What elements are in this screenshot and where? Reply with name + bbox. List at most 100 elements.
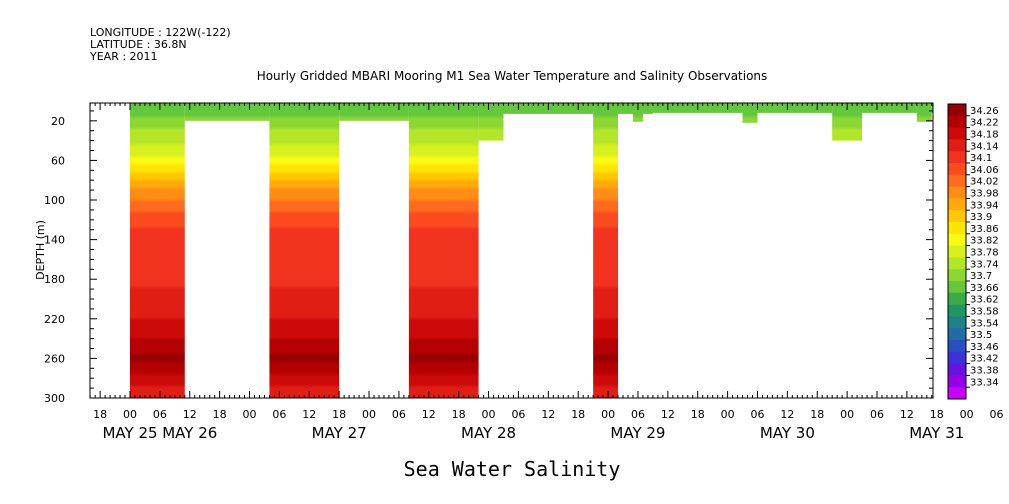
- x-tick-label: 00: [721, 408, 735, 421]
- x-tick-label: 18: [571, 408, 585, 421]
- x-tick-label: 00: [362, 408, 376, 421]
- colorbar-label: 33.86: [970, 224, 999, 235]
- chart-caption: Sea Water Salinity: [404, 457, 621, 481]
- y-tick-label: 140: [44, 234, 65, 247]
- colorbar-swatch: [948, 104, 966, 117]
- colorbar-swatch: [948, 328, 966, 341]
- x-tick-label: 18: [691, 408, 705, 421]
- colorbar-swatch: [948, 351, 966, 365]
- y-axis-label: DEPTH (m): [34, 220, 47, 280]
- colorbar-label: 33.38: [970, 366, 999, 377]
- data-segment: [269, 103, 340, 398]
- data-segment: [916, 103, 932, 122]
- x-tick-label: 18: [213, 408, 227, 421]
- colorbar-label: 33.78: [970, 248, 999, 259]
- x-tick-label: 12: [661, 408, 675, 421]
- colorbar-swatch: [948, 174, 966, 188]
- colorbar-swatch: [948, 210, 966, 223]
- data-segment: [408, 103, 479, 398]
- x-axis: 18 00 06 12 18 00 06 12 18 00 06 12 18 00 06 12 18 00 06 12…: [89, 103, 1004, 442]
- year-label: YEAR : 2011: [89, 50, 158, 63]
- colorbar-swatch: [948, 281, 966, 294]
- x-tick-label: 00: [960, 408, 974, 421]
- y-tick-label: 60: [51, 154, 65, 167]
- colorbar-label: 34.02: [970, 177, 999, 188]
- y-tick-label: 20: [51, 115, 65, 128]
- x-tick-label: 18: [452, 408, 466, 421]
- y-tick-label: 300: [44, 392, 65, 405]
- colorbar-label: 33.5: [970, 330, 992, 341]
- x-tick-label: 12: [183, 408, 197, 421]
- colorbar-swatch: [948, 186, 966, 199]
- colorbar-swatch: [948, 304, 966, 317]
- colorbar-label: 33.54: [970, 318, 999, 329]
- y-tick-label: 220: [44, 313, 65, 326]
- x-tick-label: 18: [930, 408, 944, 421]
- colorbar-label: 33.82: [970, 236, 999, 247]
- x-date-label: MAY 26: [162, 424, 217, 442]
- data-segment: [862, 103, 917, 113]
- x-tick-label: 18: [332, 408, 346, 421]
- x-tick-label: 06: [511, 408, 525, 421]
- data-segment: [618, 103, 633, 114]
- longitude-label: LONGITUDE : 122W(-122): [90, 26, 231, 39]
- data-segment: [593, 103, 619, 398]
- x-tick-label: 00: [243, 408, 257, 421]
- x-tick-label: 12: [900, 408, 914, 421]
- data-segment: [130, 103, 185, 398]
- colorbar-label: 33.94: [970, 200, 999, 211]
- colorbar-label: 33.42: [970, 354, 999, 365]
- colorbar-swatch: [948, 245, 966, 258]
- x-tick-label: 12: [780, 408, 794, 421]
- data-segment: [339, 103, 409, 121]
- colorbar-label: 33.34: [970, 377, 999, 388]
- x-date-label: MAY 31: [909, 424, 964, 442]
- data-segment: [742, 103, 758, 123]
- colorbar-swatch: [948, 222, 966, 235]
- colorbar-label: 34.06: [970, 165, 999, 176]
- x-tick-label: 06: [870, 408, 884, 421]
- x-tick-label: 12: [302, 408, 316, 421]
- colorbar-label: 34.22: [970, 118, 999, 129]
- plot-frame: [89, 102, 934, 399]
- heatmap-cells: [130, 103, 933, 398]
- header-block: LONGITUDE : 122W(-122) LATITUDE : 36.8N …: [89, 26, 231, 63]
- x-date-label: MAY 27: [312, 424, 367, 442]
- x-tick-label: 00: [482, 408, 496, 421]
- data-segment: [931, 103, 933, 113]
- x-tick-label: 00: [601, 408, 615, 421]
- colorbar-swatch: [948, 292, 966, 306]
- colorbar-label: 33.66: [970, 283, 999, 294]
- x-tick-label: 12: [541, 408, 555, 421]
- x-tick-label: 06: [272, 408, 286, 421]
- colorbar-swatch: [948, 139, 966, 152]
- colorbar-swatch: [948, 340, 966, 353]
- colorbar-swatch: [948, 127, 966, 140]
- colorbar-label: 33.62: [970, 295, 999, 306]
- colorbar-swatch: [948, 257, 966, 270]
- colorbar-swatch: [948, 363, 966, 376]
- colorbar-swatch: [948, 316, 966, 329]
- x-date-label: MAY 30: [760, 424, 815, 442]
- x-tick-label: 06: [990, 408, 1004, 421]
- x-date-label: MAY 25: [102, 424, 157, 442]
- colorbar-swatch: [948, 115, 966, 129]
- data-segment: [632, 103, 643, 122]
- colorbar: 34.2634.2234.1834.1434.134.0634.0233.983…: [947, 103, 999, 400]
- x-tick-label: 06: [631, 408, 645, 421]
- data-segment: [184, 103, 270, 121]
- colorbar-label: 34.18: [970, 130, 999, 141]
- y-tick-label: 100: [44, 194, 65, 207]
- colorbar-label: 33.46: [970, 342, 999, 353]
- colorbar-swatch: [948, 163, 966, 176]
- data-segment: [478, 103, 504, 141]
- colorbar-frame: [947, 103, 967, 400]
- x-tick-label: 06: [392, 408, 406, 421]
- latitude-label: LATITUDE : 36.8N: [90, 38, 187, 51]
- data-segment: [757, 103, 833, 113]
- colorbar-label: 33.7: [970, 271, 992, 282]
- colorbar-label: 34.26: [970, 106, 999, 117]
- colorbar-label: 34.14: [970, 141, 999, 152]
- data-segment: [642, 103, 653, 114]
